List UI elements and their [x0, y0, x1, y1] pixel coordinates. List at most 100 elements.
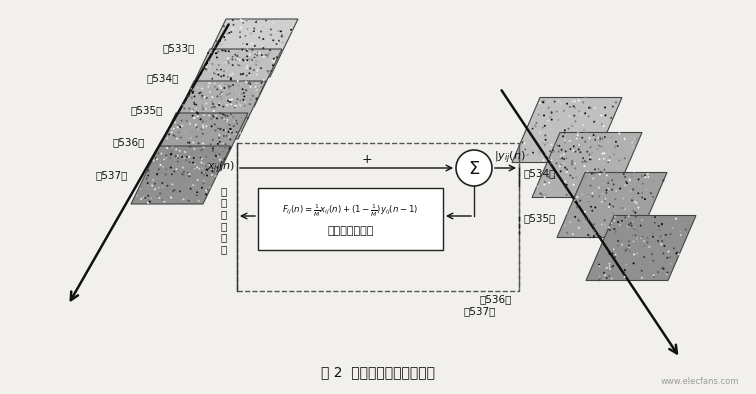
- Point: [576, 159, 588, 165]
- Point: [195, 160, 207, 166]
- Point: [163, 131, 175, 138]
- Point: [251, 87, 263, 93]
- Point: [131, 193, 143, 199]
- Point: [207, 145, 219, 152]
- Point: [198, 160, 210, 166]
- Point: [553, 98, 565, 104]
- Point: [232, 49, 244, 56]
- Point: [206, 94, 218, 100]
- Point: [649, 226, 662, 232]
- Point: [648, 178, 660, 184]
- Point: [189, 115, 201, 121]
- Point: [603, 139, 615, 145]
- Point: [175, 117, 187, 124]
- Point: [578, 163, 590, 169]
- Point: [589, 188, 601, 195]
- Point: [264, 31, 276, 37]
- Point: [559, 127, 571, 133]
- Point: [221, 91, 233, 98]
- Point: [573, 142, 585, 149]
- Point: [188, 161, 200, 167]
- Point: [223, 82, 235, 89]
- Point: [587, 150, 599, 156]
- Point: [558, 156, 570, 162]
- Point: [157, 197, 169, 203]
- Point: [188, 178, 200, 184]
- Point: [213, 135, 225, 141]
- Point: [231, 53, 243, 59]
- Point: [630, 232, 642, 238]
- Point: [180, 157, 192, 163]
- Point: [645, 188, 657, 195]
- Point: [562, 210, 574, 217]
- Point: [665, 260, 677, 267]
- Point: [166, 181, 178, 188]
- Point: [234, 57, 246, 63]
- Point: [217, 140, 229, 146]
- Point: [673, 251, 685, 257]
- Point: [570, 175, 582, 181]
- Point: [559, 139, 572, 146]
- Point: [203, 112, 215, 119]
- Point: [561, 166, 573, 173]
- Point: [142, 172, 154, 178]
- Point: [176, 123, 188, 129]
- Point: [227, 17, 239, 23]
- Point: [667, 225, 679, 231]
- Point: [623, 158, 635, 165]
- Point: [200, 106, 212, 112]
- Point: [265, 32, 277, 38]
- Point: [184, 121, 197, 127]
- Point: [231, 100, 243, 106]
- Point: [223, 60, 235, 67]
- Point: [224, 91, 236, 97]
- Point: [215, 89, 228, 95]
- Point: [566, 123, 578, 129]
- Point: [218, 23, 230, 29]
- Point: [180, 127, 192, 134]
- Point: [226, 71, 238, 77]
- Point: [568, 182, 580, 188]
- Point: [161, 182, 173, 189]
- Point: [227, 62, 239, 68]
- Point: [253, 84, 265, 91]
- Point: [572, 142, 584, 148]
- Point: [218, 103, 230, 110]
- Point: [248, 28, 260, 34]
- Point: [539, 132, 551, 139]
- Point: [584, 182, 596, 189]
- Point: [643, 174, 655, 180]
- Point: [629, 210, 641, 216]
- Point: [573, 218, 585, 224]
- Point: [604, 201, 616, 207]
- Point: [564, 172, 576, 178]
- Polygon shape: [557, 173, 667, 238]
- Point: [271, 54, 283, 60]
- Point: [569, 149, 581, 155]
- Point: [584, 234, 596, 241]
- Point: [589, 230, 601, 236]
- Point: [636, 275, 648, 281]
- Point: [191, 102, 203, 108]
- Point: [195, 154, 207, 160]
- Point: [545, 141, 557, 148]
- Point: [262, 52, 274, 58]
- Point: [253, 34, 265, 41]
- Point: [627, 186, 640, 193]
- Point: [617, 195, 629, 202]
- Point: [231, 121, 243, 127]
- Point: [606, 186, 618, 193]
- Point: [635, 271, 647, 278]
- Point: [222, 113, 234, 119]
- Circle shape: [456, 150, 492, 186]
- Point: [595, 112, 607, 119]
- Point: [271, 41, 283, 47]
- Point: [587, 175, 600, 182]
- Point: [571, 136, 583, 142]
- Point: [202, 160, 214, 166]
- Point: [178, 171, 190, 178]
- Point: [241, 63, 253, 69]
- Point: [188, 115, 200, 121]
- Point: [593, 135, 605, 141]
- Point: [621, 224, 634, 230]
